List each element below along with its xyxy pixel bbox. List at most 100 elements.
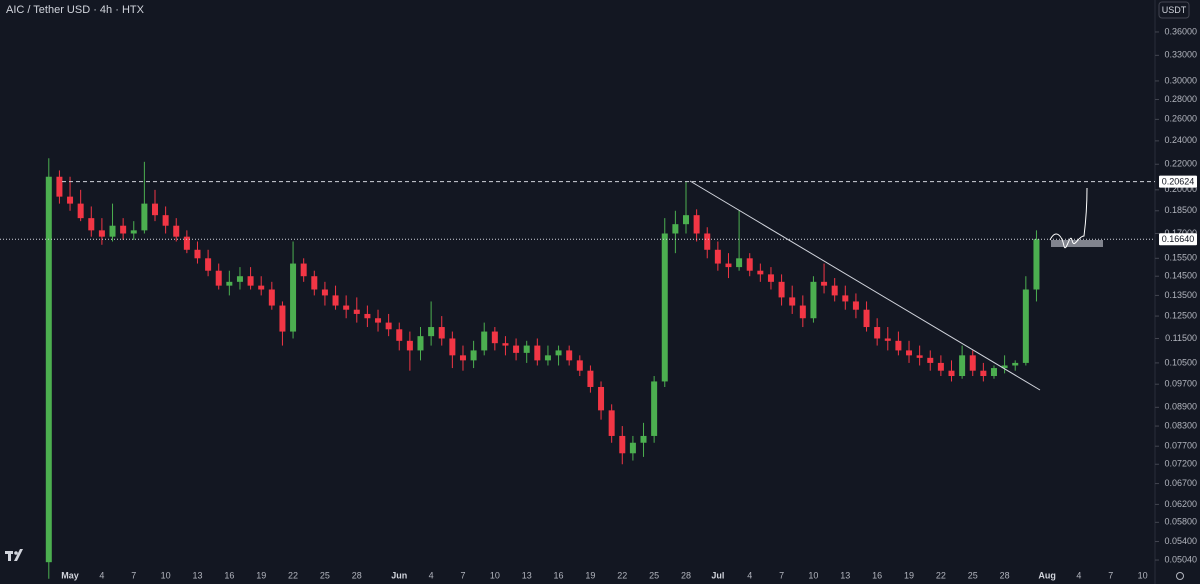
candle-body [937, 362, 944, 371]
y-tick-label: 0.22000 [1164, 159, 1197, 169]
candle-body [544, 355, 551, 361]
y-tick-label: 0.12500 [1164, 310, 1197, 320]
y-tick-label: 0.08900 [1164, 402, 1197, 412]
x-tick-label: 25 [649, 570, 659, 580]
candle-body [959, 355, 966, 377]
candle-body [672, 224, 679, 234]
x-tick-label: 22 [936, 570, 946, 580]
candle-body [481, 331, 488, 351]
candle-body [661, 233, 668, 382]
candle-body [831, 285, 838, 296]
price-label-box [1159, 233, 1197, 246]
candle-body [874, 327, 881, 339]
settings-icon[interactable] [1176, 572, 1184, 580]
candle-body [247, 276, 254, 286]
x-tick-label: 19 [904, 570, 914, 580]
x-tick-label: 28 [681, 570, 691, 580]
candle-body [927, 357, 934, 363]
candle-body [162, 215, 169, 226]
x-tick-label: 25 [320, 570, 330, 580]
candle-body [693, 215, 700, 234]
price-label: 0.20624 [1162, 176, 1195, 186]
currency-label[interactable]: USDT [1162, 5, 1187, 15]
candle-body [714, 249, 721, 264]
candle-body [364, 313, 371, 319]
x-tick-label: 10 [490, 570, 500, 580]
x-tick-label: 10 [1138, 570, 1148, 580]
y-tick-label: 0.06700 [1164, 478, 1197, 488]
candle-body [173, 225, 180, 237]
candle-body [417, 336, 424, 351]
candle-body [1001, 365, 1008, 369]
candle-body [502, 343, 509, 346]
y-tick-label: 0.15500 [1164, 253, 1197, 263]
candle-body [534, 345, 541, 361]
candle-body [88, 218, 95, 231]
candle-body [109, 225, 116, 237]
candle-body [799, 305, 806, 319]
x-tick-label: 4 [99, 570, 104, 580]
y-tick-label: 0.18500 [1164, 205, 1197, 215]
candle-body [396, 329, 403, 341]
x-tick-label: 22 [617, 570, 627, 580]
candle-body [56, 176, 63, 197]
candle-body [1033, 239, 1040, 290]
y-tick-label: 0.13500 [1164, 290, 1197, 300]
candle-body [130, 230, 137, 234]
y-tick-label: 0.10500 [1164, 357, 1197, 367]
x-tick-label: 28 [352, 570, 362, 580]
x-tick-label: 16 [872, 570, 882, 580]
candle-body [311, 276, 318, 290]
candle-body [990, 368, 997, 377]
candle-body [598, 386, 605, 411]
candle-body [969, 355, 976, 371]
candle-body [767, 274, 774, 282]
x-tick-label: 7 [1108, 570, 1113, 580]
x-tick-label: 19 [585, 570, 595, 580]
candle-body [194, 249, 201, 259]
candle-body [810, 281, 817, 319]
candle-body [98, 230, 105, 237]
y-tick-label: 0.17000 [1164, 228, 1197, 238]
candle-body [651, 381, 658, 436]
candle-body [725, 263, 732, 268]
y-tick-label: 0.06200 [1164, 499, 1197, 509]
candle-body [736, 258, 743, 268]
candle-body [258, 285, 265, 290]
candle-body [1022, 289, 1029, 363]
candle-body [789, 297, 796, 306]
price-label-box [1159, 175, 1197, 188]
y-tick-label: 0.30000 [1164, 75, 1197, 85]
y-tick-label: 0.33000 [1164, 50, 1197, 60]
chart-title: AIC / Tether USD · 4h · HTX [6, 4, 145, 16]
candle-body [215, 270, 222, 286]
candle-body [353, 309, 360, 314]
candle-body [566, 350, 573, 361]
candle-body [863, 309, 870, 328]
candle-body [980, 370, 987, 377]
candle-body [704, 233, 711, 250]
candle-body [1012, 362, 1019, 366]
x-tick-label: 28 [1000, 570, 1010, 580]
logo [5, 549, 23, 561]
candle-body [375, 318, 382, 323]
candle-body [619, 435, 626, 454]
candle-body [226, 281, 233, 286]
candle-body [279, 305, 286, 332]
y-tick-label: 0.08300 [1164, 420, 1197, 430]
x-tick-label: 19 [256, 570, 266, 580]
y-tick-label: 0.11500 [1165, 333, 1197, 343]
x-tick-label: Jul [711, 570, 724, 580]
candle-body [67, 196, 74, 204]
target-zone [1051, 240, 1103, 247]
candle-body [629, 442, 636, 454]
candle-body [300, 263, 307, 277]
x-tick-label: 10 [161, 570, 171, 580]
currency-button[interactable] [1158, 1, 1190, 19]
y-tick-label: 0.05040 [1164, 554, 1197, 564]
candle-body [523, 345, 530, 353]
candle-body [77, 203, 84, 219]
y-tick-label: 0.05400 [1164, 536, 1197, 546]
